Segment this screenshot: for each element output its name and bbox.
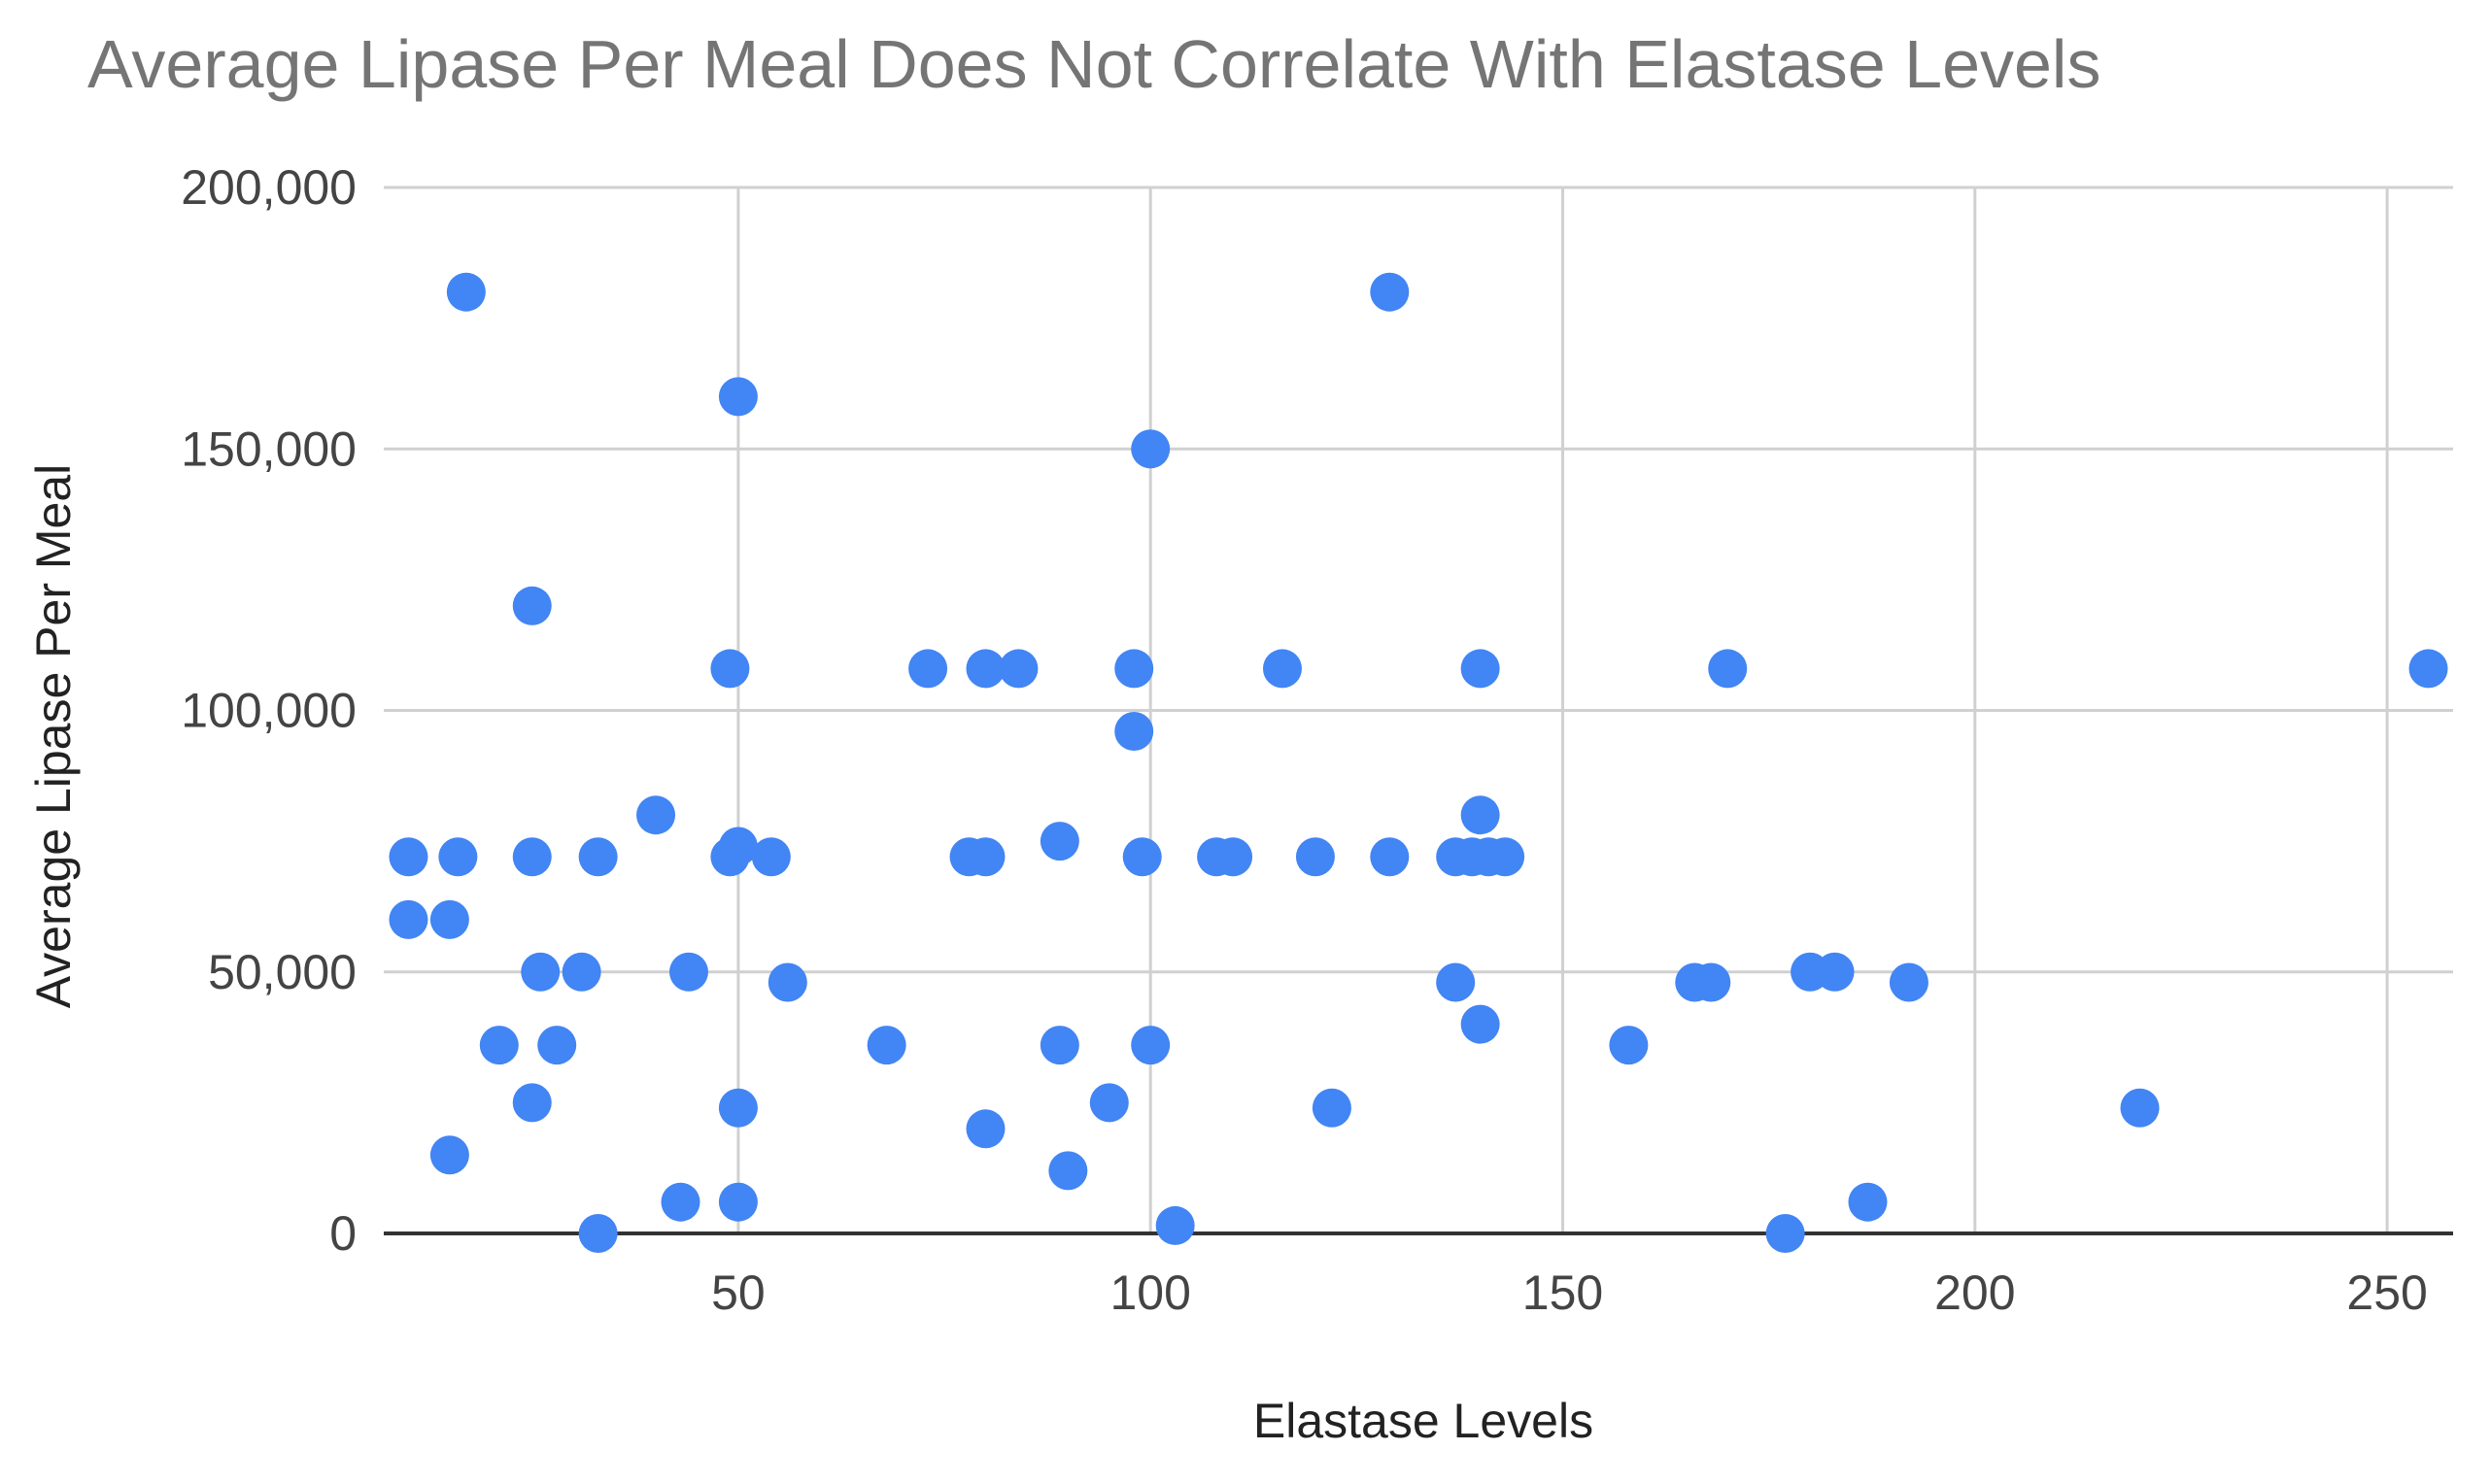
scatter-point (718, 1182, 758, 1222)
scatter-point (512, 586, 552, 625)
scatter-point (512, 837, 552, 877)
scatter-point (751, 837, 791, 877)
scatter-point (429, 899, 469, 939)
y-tick-label: 0 (329, 1206, 357, 1261)
x-tick-label: 50 (711, 1265, 766, 1320)
scatter-point (718, 1088, 758, 1128)
scatter-point (1295, 837, 1335, 877)
scatter-point (1312, 1088, 1351, 1128)
scatter-point (1460, 649, 1500, 689)
scatter-point (1089, 1083, 1129, 1123)
x-tick-label: 250 (2346, 1265, 2427, 1320)
y-tick-label: 200,000 (181, 160, 357, 215)
scatter-point (1848, 1182, 1888, 1222)
scatter-point (966, 837, 1006, 877)
scatter-point (438, 837, 478, 877)
scatter-point (999, 649, 1039, 689)
scatter-point (446, 272, 486, 312)
scatter-point (1370, 837, 1410, 877)
data-points (389, 272, 2448, 1253)
scatter-point (1213, 837, 1253, 877)
scatter-point (1460, 795, 1500, 835)
scatter-point (429, 1135, 469, 1175)
scatter-point (668, 952, 708, 992)
scatter-point (1122, 837, 1162, 877)
x-tick-label: 200 (1934, 1265, 2015, 1320)
scatter-point (1262, 649, 1302, 689)
scatter-point (1370, 272, 1410, 312)
scatter-point (1048, 1151, 1088, 1191)
scatter-point (1114, 712, 1154, 752)
x-axis-title: Elastase Levels (1253, 1394, 1593, 1448)
y-axis-title: Average Lipase Per Meal (26, 464, 81, 1009)
scatter-point (768, 962, 807, 1002)
x-tick-label: 100 (1109, 1265, 1190, 1320)
scatter-point (1460, 1004, 1500, 1044)
scatter-point (710, 837, 750, 877)
scatter-point (1040, 1026, 1079, 1065)
scatter-point (636, 795, 676, 835)
chart-title: Average Lipase Per Meal Does Not Correla… (87, 26, 2101, 102)
scatter-point (966, 1109, 1006, 1149)
y-tick-label: 100,000 (181, 684, 357, 738)
scatter-point (1131, 429, 1171, 469)
scatter-point (1040, 822, 1079, 861)
scatter-point (578, 837, 618, 877)
scatter-point (1155, 1205, 1195, 1245)
scatter-point (512, 1083, 552, 1123)
scatter-point (718, 377, 758, 417)
scatter-point (1609, 1026, 1649, 1065)
scatter-point (1691, 962, 1731, 1002)
gridlines (384, 186, 2453, 1235)
scatter-point (578, 1214, 618, 1253)
scatter-point (867, 1026, 906, 1065)
scatter-point (1889, 962, 1928, 1002)
scatter-point (521, 952, 561, 992)
scatter-point (1131, 1026, 1171, 1065)
scatter-point (2120, 1088, 2160, 1128)
scatter-point (661, 1182, 700, 1222)
scatter-point (537, 1026, 577, 1065)
scatter-point (966, 649, 1006, 689)
y-tick-label: 50,000 (208, 945, 357, 999)
scatter-point (389, 837, 428, 877)
scatter-point (562, 952, 601, 992)
scatter-point (389, 899, 428, 939)
x-tick-label: 150 (1522, 1265, 1603, 1320)
scatter-point (1436, 962, 1476, 1002)
scatter-point (2408, 649, 2448, 689)
scatter-point (1485, 837, 1525, 877)
scatter-point (1815, 952, 1855, 992)
scatter-point (1765, 1214, 1805, 1253)
scatter-point (710, 649, 750, 689)
tick-labels: 0 50,000 100,000 150,000 200,000 50 100 150 200 2… (181, 160, 2428, 1320)
scatter-point (1114, 649, 1154, 689)
scatter-point (479, 1026, 519, 1065)
scatter-point (1708, 649, 1748, 689)
y-tick-label: 150,000 (181, 422, 357, 476)
scatter-point (908, 649, 948, 689)
